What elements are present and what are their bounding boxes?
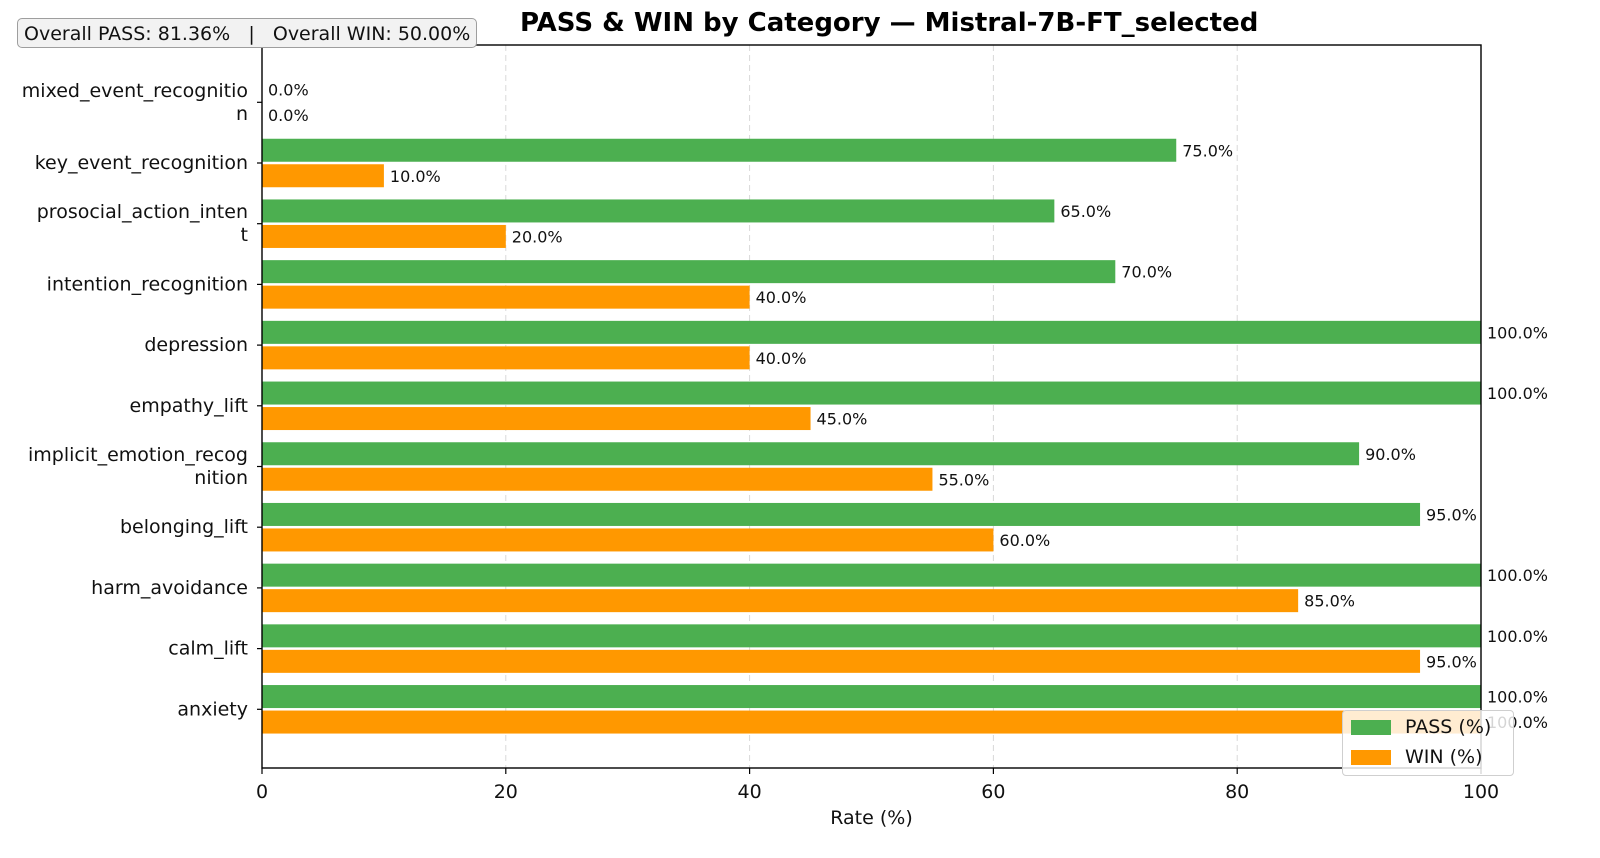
pass-bar	[262, 624, 1481, 648]
win-bar	[262, 285, 750, 309]
y-tick-label: intention_recognition	[47, 273, 248, 295]
pass-bar	[262, 442, 1360, 466]
win-bar	[262, 649, 1421, 673]
x-tick-label: 40	[738, 781, 762, 803]
win-value-label: 85.0%	[1304, 592, 1355, 611]
legend: PASS (%) WIN (%)	[1342, 710, 1514, 776]
pass-bar	[262, 685, 1481, 709]
pass-value-label: 100.0%	[1487, 323, 1548, 342]
win-value-label: 45.0%	[817, 410, 868, 429]
x-tick-label: 60	[981, 781, 1005, 803]
pass-bar	[262, 138, 1177, 162]
y-tick-label: mixed_event_recognitio	[22, 80, 248, 102]
win-bar	[262, 589, 1299, 613]
pass-value-label: 95.0%	[1426, 505, 1477, 524]
y-tick-label: depression	[144, 334, 248, 356]
y-tick-label: implicit_emotion_recog	[28, 444, 248, 466]
overall-win-text: Overall WIN: 50.00%	[272, 23, 471, 45]
overall-separator: |	[248, 23, 255, 45]
x-tick-label: 20	[494, 781, 518, 803]
win-bar	[262, 710, 1481, 734]
legend-swatch-pass	[1351, 720, 1391, 735]
y-tick-label: belonging_lift	[120, 516, 248, 538]
y-tick-label: nition	[194, 467, 248, 489]
pass-value-label: 100.0%	[1487, 688, 1548, 707]
y-tick-label: prosocial_action_inten	[37, 201, 248, 223]
x-tick-label: 0	[256, 781, 268, 803]
pass-bar	[262, 381, 1481, 405]
x-tick-label: 100	[1463, 781, 1499, 803]
y-tick-label: anxiety	[177, 698, 248, 720]
x-tick-label: 80	[1225, 781, 1249, 803]
win-value-label: 40.0%	[756, 349, 807, 368]
pass-value-label: 65.0%	[1060, 202, 1111, 221]
win-value-label: 55.0%	[938, 470, 989, 489]
pass-bar	[262, 199, 1055, 223]
overall-summary-box: Overall PASS: 81.36% | Overall WIN: 50.0…	[17, 18, 478, 48]
legend-label-win: WIN (%)	[1405, 746, 1483, 768]
y-tick-label: calm_lift	[168, 638, 248, 660]
pass-bar	[262, 320, 1481, 344]
win-value-label: 20.0%	[512, 227, 563, 246]
win-bar	[262, 224, 506, 248]
win-value-label: 60.0%	[999, 531, 1050, 550]
pass-value-label: 70.0%	[1121, 263, 1172, 282]
pass-value-label: 100.0%	[1487, 384, 1548, 403]
overall-pass-text: Overall PASS: 81.36%	[24, 23, 231, 45]
x-axis-label: Rate (%)	[830, 807, 913, 829]
chart-title: PASS & WIN by Category — Mistral-7B-FT_s…	[520, 8, 1259, 38]
win-value-label: 40.0%	[756, 288, 807, 307]
pass-value-label: 75.0%	[1182, 141, 1233, 160]
pass-value-label: 100.0%	[1487, 566, 1548, 585]
win-bar	[262, 164, 384, 188]
y-tick-label: n	[236, 103, 248, 125]
y-tick-label: t	[241, 224, 248, 246]
pass-bar	[262, 260, 1116, 284]
legend-entry-win: WIN (%)	[1351, 745, 1483, 769]
win-bar	[262, 407, 811, 431]
y-tick-label: empathy_lift	[130, 395, 249, 417]
plot-frame	[261, 44, 1482, 769]
legend-entry-pass: PASS (%)	[1351, 715, 1491, 739]
win-bar	[262, 346, 750, 370]
pass-value-label: 90.0%	[1365, 445, 1416, 464]
y-tick-label: harm_avoidance	[91, 577, 248, 599]
pass-value-label: 100.0%	[1487, 627, 1548, 646]
pass-bar	[262, 502, 1421, 526]
win-value-label: 10.0%	[390, 167, 441, 186]
win-bar	[262, 528, 994, 552]
legend-label-pass: PASS (%)	[1405, 716, 1492, 738]
pass-bar	[262, 563, 1481, 587]
win-value-label: 0.0%	[268, 106, 309, 125]
y-tick-label: key_event_recognition	[35, 152, 248, 174]
win-value-label: 95.0%	[1426, 652, 1477, 671]
legend-swatch-win	[1351, 750, 1391, 765]
pass-value-label: 0.0%	[268, 81, 309, 100]
win-bar	[262, 467, 933, 491]
